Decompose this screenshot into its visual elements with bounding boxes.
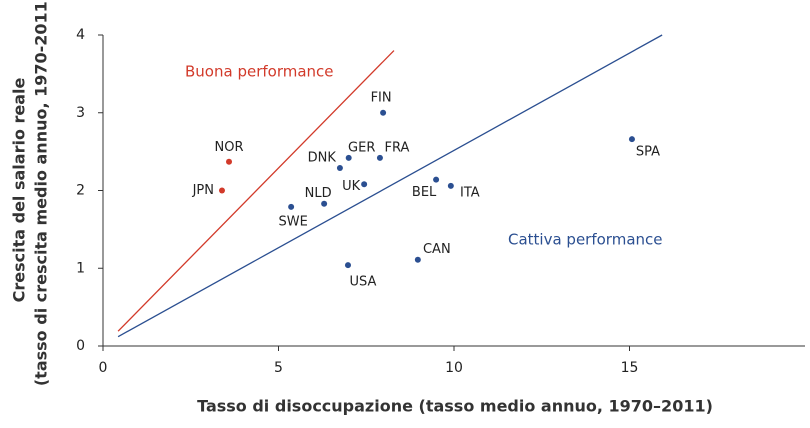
y-tick-label: 2 (76, 183, 85, 199)
y-axis-label: Crescita del salario reale (10, 77, 29, 302)
point-label: ITA (460, 185, 480, 200)
y-tick-label: 0 (76, 338, 85, 354)
y-tick-label: 1 (76, 260, 85, 276)
reference-line (117, 50, 395, 332)
point-label: FRA (384, 140, 409, 155)
point (218, 187, 225, 194)
point (288, 203, 295, 210)
point-label: NOR (215, 140, 244, 155)
reference-line (117, 34, 663, 338)
point-label: SPA (636, 145, 660, 160)
point (361, 181, 368, 188)
x-tick-label: 15 (621, 360, 639, 376)
point (628, 136, 635, 143)
point-label: USA (350, 275, 377, 290)
x-tick-label: 5 (274, 360, 283, 376)
x-tick-label: 10 (445, 360, 463, 376)
y-tick-label: 4 (76, 27, 85, 43)
y-axis-label: (tasso di crescita medio annuo, 1970-201… (32, 0, 51, 386)
point (336, 164, 343, 171)
point (376, 154, 383, 161)
x-tick-label: 0 (99, 360, 108, 376)
point-label: DNK (308, 150, 337, 165)
point-label: SWE (278, 214, 307, 229)
point (447, 182, 454, 189)
point-label: UK (342, 179, 361, 194)
x-axis-label: Tasso di disoccupazione (tasso medio ann… (197, 397, 713, 416)
point-label: NLD (305, 186, 332, 201)
point-label: GER (348, 140, 375, 155)
point (345, 154, 352, 161)
point-label: CAN (423, 242, 451, 257)
point (344, 262, 351, 269)
annotation: Cattiva performance (508, 231, 663, 249)
point (433, 176, 440, 183)
y-tick-label: 3 (76, 105, 85, 121)
point (321, 200, 328, 207)
annotation: Buona performance (185, 63, 334, 81)
point (380, 109, 387, 116)
point (226, 158, 233, 165)
point-label: FIN (371, 90, 392, 105)
point-label: BEL (412, 185, 437, 200)
point-label: JPN (192, 183, 214, 198)
point (414, 256, 421, 263)
